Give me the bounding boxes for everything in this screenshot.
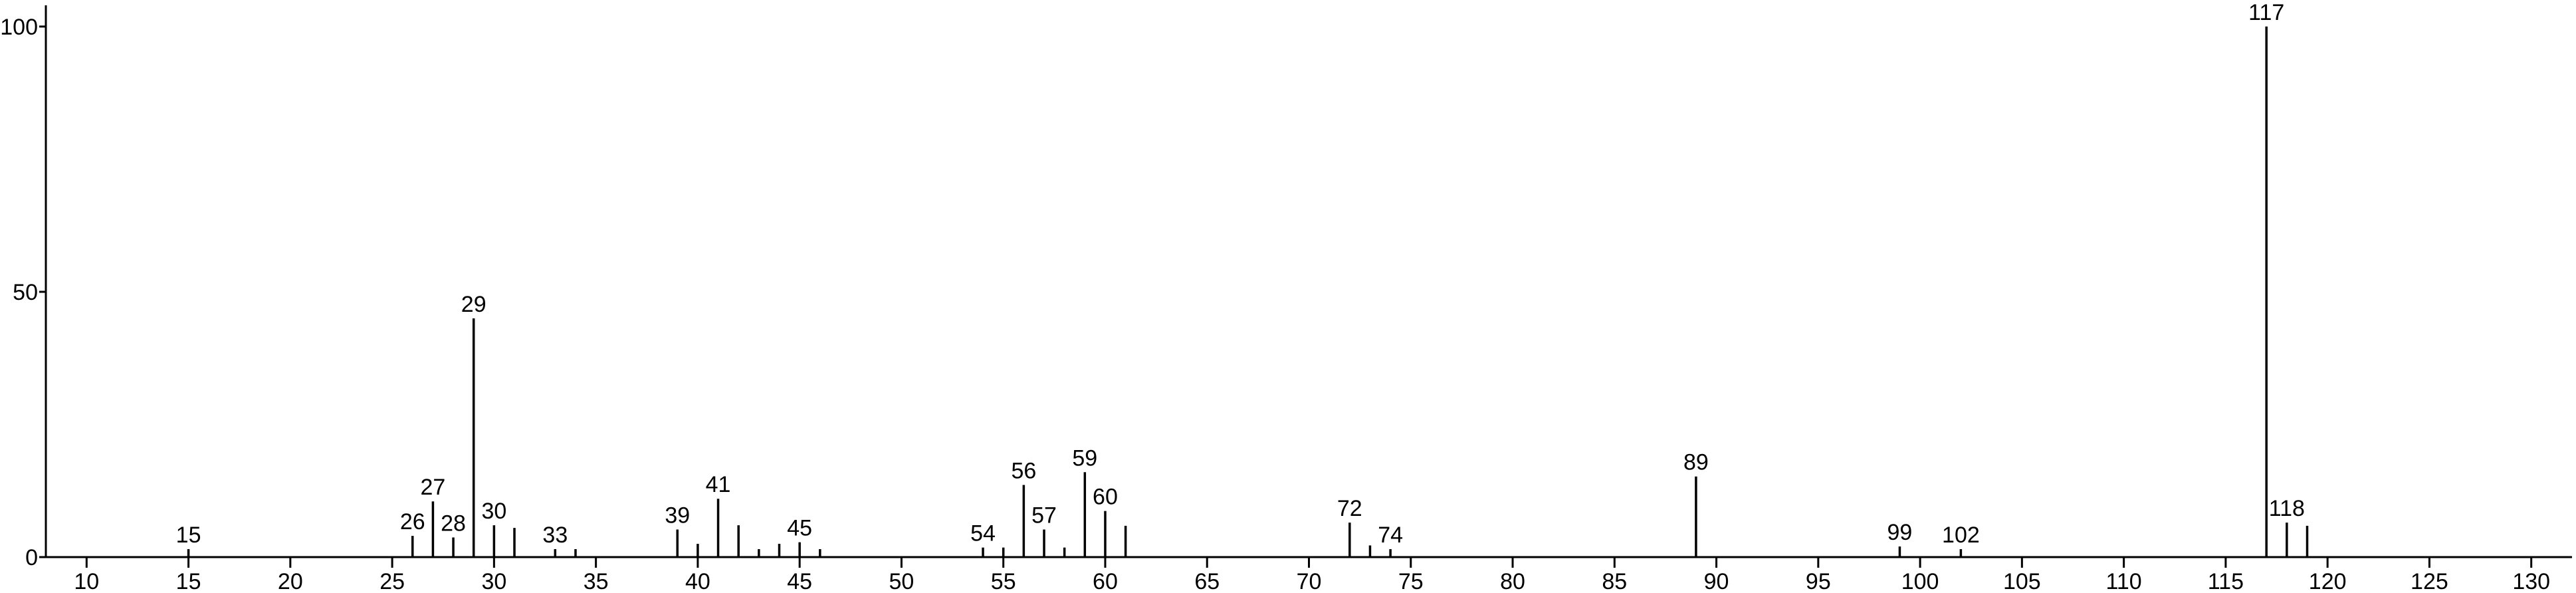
peak-label: 39 bbox=[665, 503, 690, 529]
x-tick-label: 20 bbox=[278, 569, 303, 593]
x-tick-label: 45 bbox=[787, 569, 812, 593]
peak-label: 54 bbox=[970, 521, 996, 546]
peak-label: 27 bbox=[420, 475, 445, 500]
peak-label: 30 bbox=[481, 499, 506, 524]
x-tick-label: 130 bbox=[2512, 569, 2550, 593]
x-tick-label: 60 bbox=[1093, 569, 1118, 593]
x-tick-label: 115 bbox=[2208, 569, 2244, 593]
y-tick-label: 100 bbox=[0, 15, 38, 40]
x-tick-label: 25 bbox=[379, 569, 405, 593]
peak-label: 102 bbox=[1942, 523, 1980, 548]
x-tick-label: 55 bbox=[991, 569, 1016, 593]
x-tick-label: 125 bbox=[2411, 569, 2448, 593]
peak-label: 118 bbox=[2269, 496, 2305, 521]
x-tick-label: 35 bbox=[584, 569, 609, 593]
peak-label: 89 bbox=[1683, 450, 1709, 475]
peak-label: 45 bbox=[787, 516, 812, 541]
peak-label: 41 bbox=[706, 472, 731, 497]
peak-label: 33 bbox=[542, 523, 568, 548]
x-tick-label: 50 bbox=[889, 569, 914, 593]
peak-label: 117 bbox=[2248, 0, 2284, 25]
peak-label: 56 bbox=[1011, 458, 1036, 483]
x-tick-label: 85 bbox=[1602, 569, 1627, 593]
x-tick-label: 30 bbox=[481, 569, 506, 593]
peak-label: 28 bbox=[441, 511, 466, 536]
peak-label: 26 bbox=[400, 509, 425, 534]
peak-label: 57 bbox=[1031, 503, 1057, 529]
peak-label: 15 bbox=[176, 523, 201, 548]
x-tick-label: 120 bbox=[2309, 569, 2347, 593]
peak-label: 59 bbox=[1072, 445, 1097, 471]
peak-label: 74 bbox=[1378, 523, 1403, 548]
x-tick-label: 75 bbox=[1398, 569, 1424, 593]
x-tick-label: 70 bbox=[1297, 569, 1322, 593]
x-tick-label: 95 bbox=[1806, 569, 1831, 593]
x-tick-label: 15 bbox=[176, 569, 201, 593]
x-tick-label: 105 bbox=[2003, 569, 2041, 593]
peak-label: 72 bbox=[1337, 496, 1362, 521]
y-tick-label: 50 bbox=[13, 280, 38, 305]
peak-label: 60 bbox=[1093, 485, 1118, 510]
y-tick-label: 0 bbox=[25, 545, 38, 570]
x-tick-label: 10 bbox=[74, 569, 99, 593]
x-tick-label: 80 bbox=[1500, 569, 1525, 593]
peak-label: 29 bbox=[461, 292, 486, 317]
peak-label: 99 bbox=[1887, 520, 1913, 545]
x-tick-label: 40 bbox=[685, 569, 710, 593]
x-tick-label: 90 bbox=[1704, 569, 1729, 593]
x-tick-label: 100 bbox=[1901, 569, 1939, 593]
x-tick-label: 110 bbox=[2106, 569, 2142, 593]
x-tick-label: 65 bbox=[1194, 569, 1220, 593]
